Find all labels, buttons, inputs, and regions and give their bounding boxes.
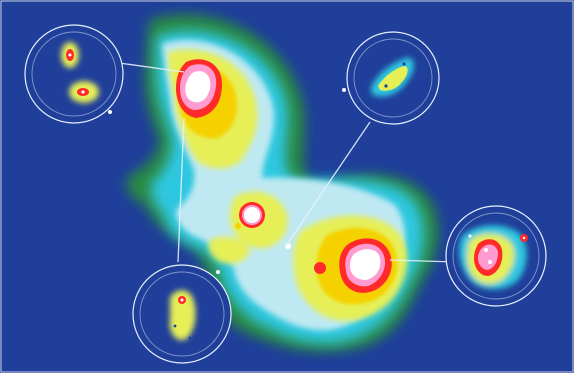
- inset-top-left: [24, 24, 124, 124]
- hotspot-right-center: [339, 238, 392, 293]
- hotspot-center: [239, 202, 265, 228]
- inset-right: [445, 205, 547, 307]
- hotspot-top-left: [176, 59, 222, 118]
- heat-blob-main: [126, 14, 439, 352]
- callout-lines: [111, 61, 457, 263]
- inset-bottom-left: [132, 264, 232, 364]
- inset-top-right: [342, 31, 440, 125]
